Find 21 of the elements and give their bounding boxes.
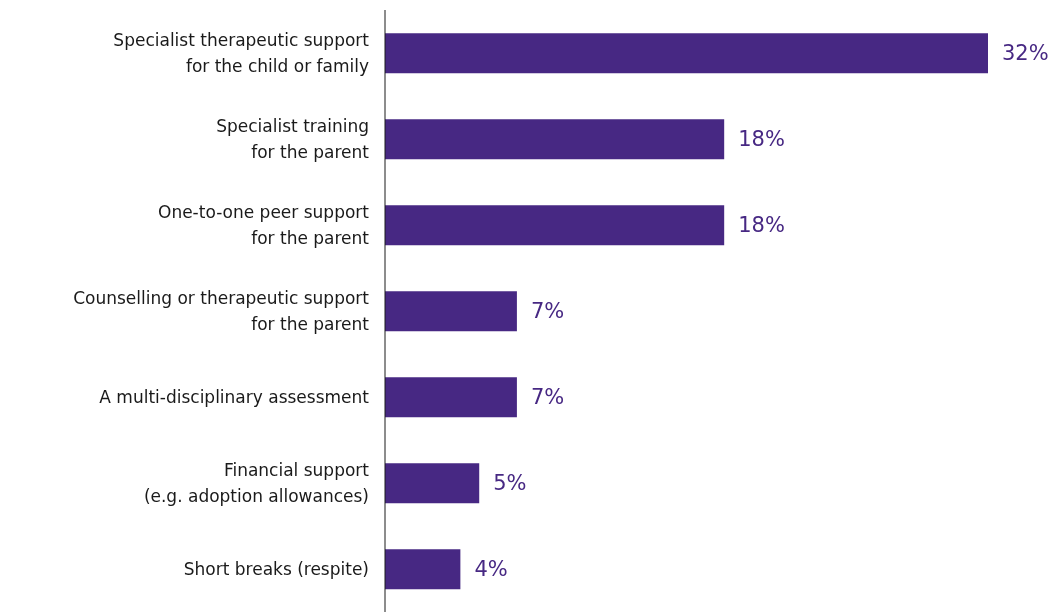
data-label: 18% [738,213,785,238]
data-label: 32% [1002,41,1049,66]
y-tick-label: Financial support (e.g. adoption allowances) [143,460,370,506]
bar [385,33,988,74]
data-label: 4% [474,557,508,582]
y-tick-label: Specialist training for the parent [216,116,370,162]
y-tick-label: Specialist therapeutic support for the child or family [113,30,370,76]
y-tick-label: Counselling or therapeutic support for the parent [73,288,370,334]
bar [385,377,517,418]
bar [385,205,725,246]
bar [385,119,725,160]
bar [385,463,480,504]
data-label: 7% [530,299,565,324]
bar [385,549,461,590]
y-tick-label: A multi-disciplinary assessment [99,387,370,407]
bar [385,291,517,332]
y-tick-label: Short breaks (respite) [183,559,369,579]
data-label: 18% [738,127,785,152]
y-tick-label: One-to-one peer support for the parent [158,202,370,248]
data-label: 7% [530,385,565,410]
data-label: 5% [493,471,527,496]
